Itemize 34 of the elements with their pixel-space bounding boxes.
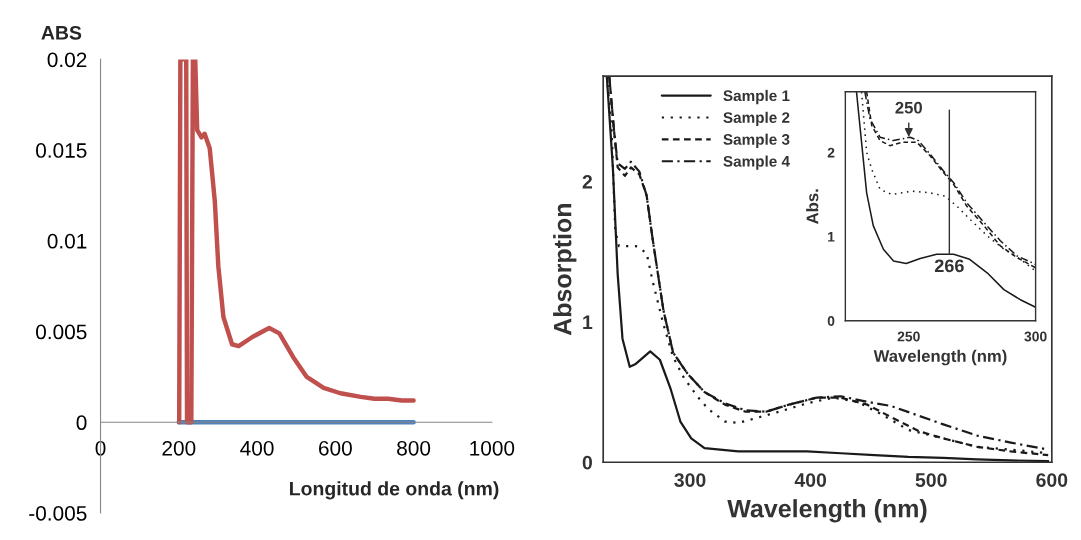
x-tick-label: 200 <box>162 440 196 456</box>
legend-label: Sample 3 <box>723 133 790 148</box>
y-tick-label: 0 <box>76 415 87 431</box>
x-tick-label: 1000 <box>470 440 515 456</box>
x-axis-title: Longitud de onda (nm) <box>290 481 499 500</box>
x-tick-label: 400 <box>240 440 274 456</box>
x-tick-label: 600 <box>1036 473 1068 487</box>
y-tick-label: 0.01 <box>47 233 87 249</box>
y-tick-label: 0.005 <box>36 324 87 340</box>
y-tick-label: 2 <box>827 147 835 158</box>
y-axis-title: Absorption <box>553 204 577 336</box>
annotation: 250 <box>895 101 922 114</box>
legend-label: Sample 4 <box>723 155 790 170</box>
y-axis-title: ABS <box>41 25 82 40</box>
y-tick-label: -0.005 <box>29 506 87 521</box>
y-tick-label: 1 <box>828 232 835 242</box>
y-tick-label: 0.02 <box>47 52 87 68</box>
legend-label: Sample 1 <box>723 89 790 105</box>
x-tick-label: 400 <box>794 473 827 487</box>
y-tick-label: 1 <box>583 315 593 329</box>
x-axis-title: Wavelength (nm) <box>873 349 1007 366</box>
legend-label: Sample 2 <box>723 111 790 127</box>
y-tick-label: 0 <box>582 455 592 470</box>
x-axis-title: Wavelength (nm) <box>727 499 927 523</box>
x-tick-label: 600 <box>319 440 352 456</box>
y-tick-label: 0.015 <box>36 143 87 158</box>
x-tick-label: 800 <box>397 440 431 456</box>
x-tick-label: 500 <box>915 473 947 487</box>
x-tick-label: 300 <box>674 473 706 487</box>
ref-line-label: 266 <box>934 259 964 273</box>
y-tick-label: 0 <box>827 316 835 326</box>
y-tick-label: 2 <box>582 174 592 189</box>
x-tick-label: 300 <box>1024 331 1047 342</box>
y-axis-title: Abs. <box>806 189 819 224</box>
